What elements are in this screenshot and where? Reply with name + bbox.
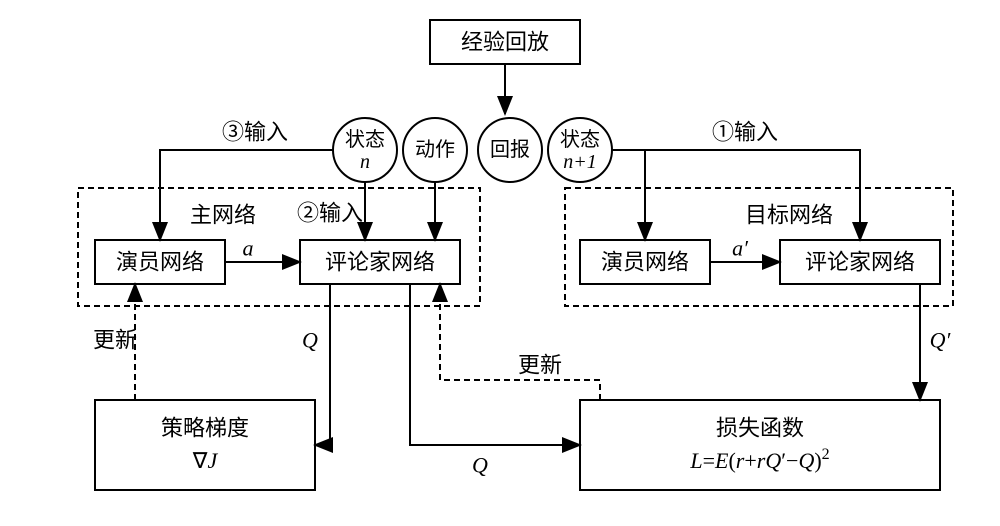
arrow-update-right bbox=[440, 284, 600, 400]
label-input2: ②输入 bbox=[297, 201, 363, 226]
policy-grad-l1: 策略梯度 bbox=[161, 416, 249, 441]
label-update-right: 更新 bbox=[518, 353, 562, 378]
label-a: a bbox=[243, 236, 254, 261]
label-q-prime: Q′ bbox=[930, 328, 952, 353]
target-network-label: 目标网络 bbox=[745, 203, 833, 228]
loss-fn-l2: L=E(r+rQ′−Q)2 bbox=[689, 446, 829, 473]
circle-state-n-l1: 状态 bbox=[345, 128, 385, 151]
label-input3: ③输入 bbox=[222, 120, 288, 145]
arrow-input1-actor bbox=[612, 150, 645, 240]
main-critic-label: 评论家网络 bbox=[325, 250, 435, 275]
circle-state-n1-l2: n+1 bbox=[563, 151, 597, 173]
circle-action-label: 动作 bbox=[415, 138, 455, 161]
target-actor-label: 演员网络 bbox=[601, 250, 689, 275]
main-actor-label: 演员网络 bbox=[116, 250, 204, 275]
label-q-bottom: Q bbox=[472, 453, 488, 478]
replay-label: 经验回放 bbox=[461, 30, 549, 55]
label-update-left: 更新 bbox=[93, 328, 137, 353]
circle-state-n-l2: n bbox=[360, 151, 370, 173]
policy-grad-l2: ∇J bbox=[192, 448, 219, 473]
loss-fn-l1: 损失函数 bbox=[716, 416, 804, 441]
loss-fn-box bbox=[580, 400, 940, 490]
target-critic-label: 评论家网络 bbox=[805, 250, 915, 275]
label-q-left: Q bbox=[302, 328, 318, 353]
circle-reward-label: 回报 bbox=[490, 138, 530, 161]
circle-state-n1-l1: 状态 bbox=[560, 128, 600, 151]
arrow-q-left bbox=[315, 284, 330, 445]
label-a-prime: a′ bbox=[732, 236, 749, 261]
policy-grad-box bbox=[95, 400, 315, 490]
label-input1: ①输入 bbox=[712, 120, 778, 145]
main-network-label: 主网络 bbox=[190, 203, 256, 228]
